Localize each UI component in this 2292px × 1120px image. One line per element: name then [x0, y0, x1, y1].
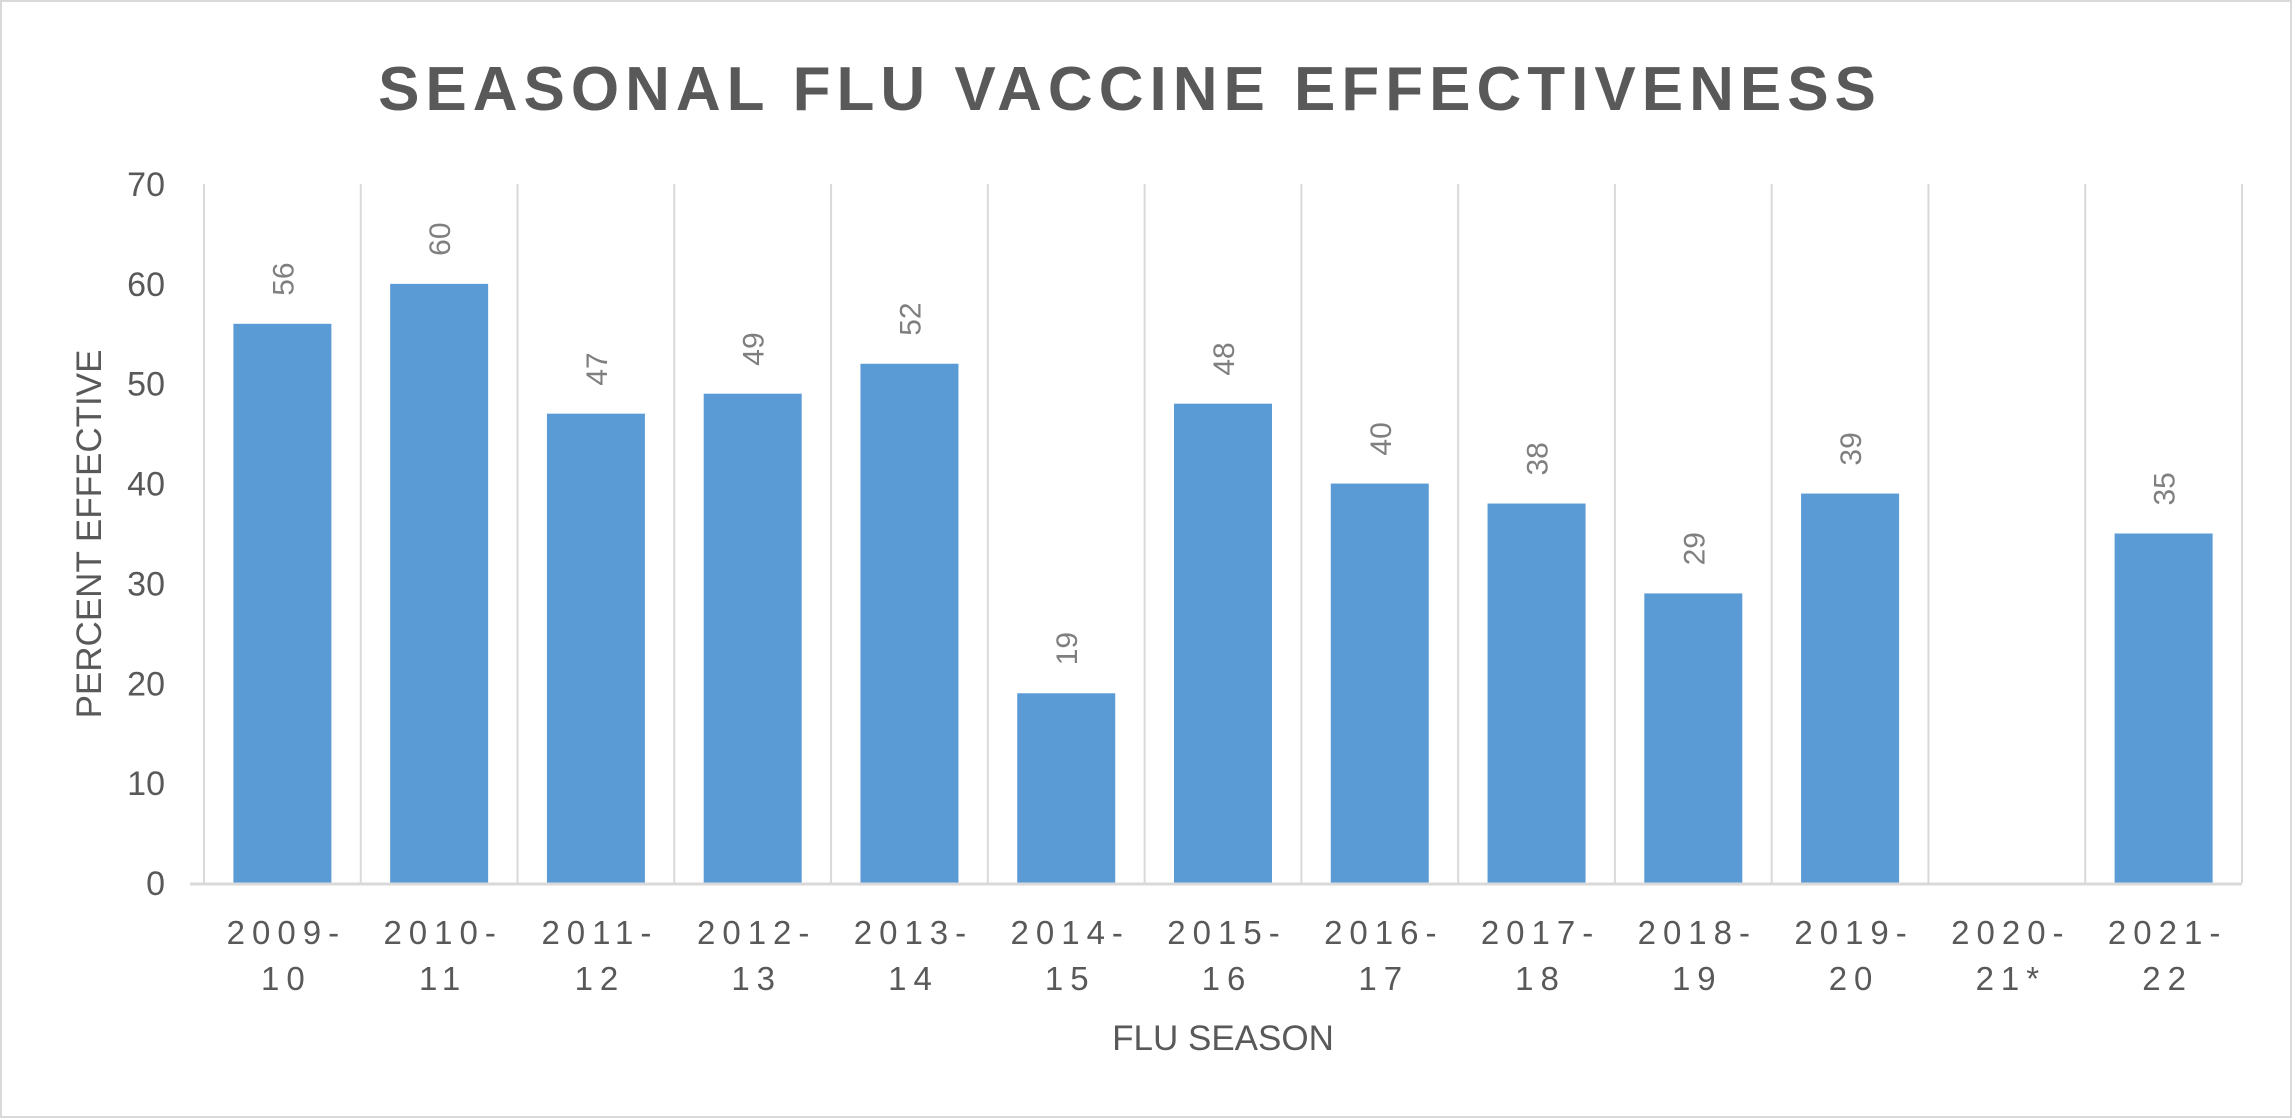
bar [546, 413, 645, 883]
x-tick-line: 2009- [227, 914, 346, 951]
x-tick-line: 2020- [1951, 914, 2070, 951]
data-label: 49 [738, 332, 771, 365]
bar [1801, 493, 1900, 883]
x-tick-label: 2011- 12 [541, 914, 658, 997]
data-label: 60 [424, 222, 457, 255]
x-tick-line: 2011- [541, 914, 658, 951]
y-axis-title: PERCENT EFFECTIVE [70, 350, 109, 719]
x-tick-label: 2010- 11 [383, 914, 502, 997]
y-tick-label: 70 [127, 166, 165, 204]
data-label: 52 [894, 302, 927, 335]
data-label: 40 [1365, 422, 1398, 455]
bar [1330, 483, 1429, 883]
bar [1174, 403, 1272, 883]
x-tick-label: 2015- 16 [1167, 914, 1286, 997]
data-labels: 56 60 47 49 52 19 48 40 38 29 39 35 [267, 222, 2181, 665]
data-label: 48 [1208, 342, 1241, 375]
data-label: 35 [2149, 472, 2182, 505]
bar [1644, 593, 1743, 883]
data-label: 19 [1051, 632, 1084, 665]
bars [233, 283, 2213, 883]
x-tick-label: 2019- 20 [1794, 914, 1913, 997]
y-tick-label: 20 [127, 665, 165, 703]
bar [1017, 693, 1116, 883]
x-tick-line: 2014- [1011, 914, 1130, 951]
x-tick-label: 2016- 17 [1324, 914, 1443, 997]
x-tick-label: 2017- 18 [1481, 914, 1600, 997]
data-label: 29 [1678, 532, 1711, 565]
y-tick-label: 60 [127, 266, 165, 304]
x-tick-line: 2010- [383, 914, 502, 951]
x-tick-line: 2016- [1324, 914, 1443, 951]
x-tick-line: 18 [1515, 960, 1566, 997]
x-tick-label: 2018- 19 [1638, 914, 1757, 997]
x-tick-label: 2013- 14 [854, 914, 973, 997]
bar [703, 393, 802, 883]
y-tick-label: 30 [127, 565, 165, 603]
x-tick-line: 14 [888, 960, 939, 997]
x-tick-line: 22 [2142, 960, 2193, 997]
x-tick-line: 2012- [697, 914, 816, 951]
x-tick-line: 2019- [1794, 914, 1913, 951]
x-tick-line: 2018- [1638, 914, 1757, 951]
data-label: 38 [1522, 442, 1555, 475]
y-tick-label: 0 [146, 865, 165, 903]
bar [860, 363, 959, 883]
x-axis-title: FLU SEASON [1112, 1019, 1334, 1058]
x-tick-line: 20 [1829, 960, 1880, 997]
x-tick-line: 2021- [2108, 914, 2227, 951]
data-label: 56 [267, 262, 300, 295]
x-tick-line: 13 [731, 960, 782, 997]
x-tick-label: 2009- 10 [227, 914, 346, 997]
x-tick-line: 15 [1045, 960, 1096, 997]
x-tick-line: 2013- [854, 914, 973, 951]
x-tick-line: 2017- [1481, 914, 1600, 951]
x-tick-line: 19 [1672, 960, 1723, 997]
bar [233, 323, 332, 883]
bar [1487, 503, 1586, 883]
x-tick-line: 10 [261, 960, 312, 997]
data-label: 39 [1835, 432, 1868, 465]
chart-title: SEASONAL FLU VACCINE EFFECTIVENESS [378, 55, 1882, 124]
x-tick-line: 16 [1202, 960, 1253, 997]
x-tick-label: 2020- 21* [1951, 914, 2070, 997]
x-tick-label: 2012- 13 [697, 914, 816, 997]
data-label: 47 [581, 352, 614, 385]
x-tick-label: 2014- 15 [1011, 914, 1130, 997]
y-axis-ticks: 0 10 20 30 40 50 60 70 [127, 166, 165, 903]
bar [2114, 533, 2213, 883]
y-tick-label: 40 [127, 466, 165, 504]
x-tick-label: 2021- 22 [2108, 914, 2227, 997]
gridlines [203, 184, 2243, 883]
x-tick-line: 17 [1358, 960, 1409, 997]
x-tick-line: 2015- [1167, 914, 1286, 951]
x-tick-line: 21* [1976, 960, 2047, 997]
bar [390, 283, 489, 883]
y-tick-label: 10 [127, 765, 165, 803]
x-axis-ticks: 2009- 10 2010- 11 2011- 12 2012- 13 2013- 14 2014-… [227, 914, 2227, 997]
x-tick-line: 12 [575, 960, 626, 997]
y-tick-label: 50 [127, 366, 165, 404]
x-tick-line: 11 [419, 960, 467, 997]
